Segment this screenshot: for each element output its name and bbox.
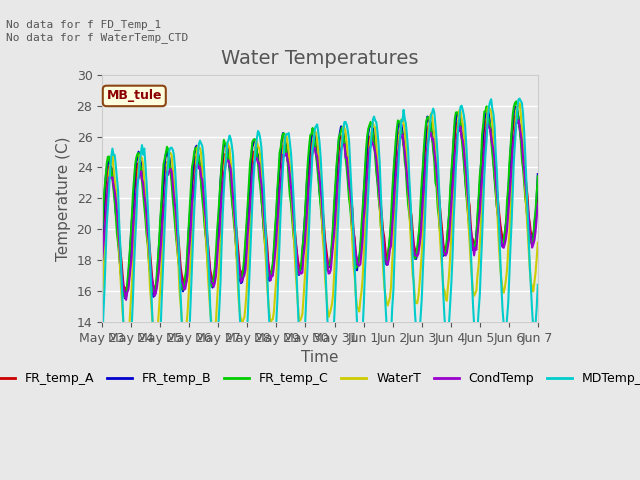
MDTemp_A — [410, 284, 418, 289]
WaterT — [475, 262, 483, 268]
FR_temp_B — [475, 198, 483, 204]
FR_temp_C — [533, 191, 541, 196]
CondTemp — [515, 118, 522, 123]
CondTemp — [99, 257, 106, 263]
Line: FR_temp_C: FR_temp_C — [102, 101, 538, 297]
FR_temp_C — [534, 173, 541, 179]
MDTemp_A — [99, 345, 106, 351]
FR_temp_A — [99, 243, 106, 249]
MDTemp_A — [533, 305, 541, 311]
X-axis label: Time: Time — [301, 350, 339, 365]
Y-axis label: Temperature (C): Temperature (C) — [56, 136, 71, 261]
FR_temp_A — [324, 256, 332, 262]
CondTemp — [113, 208, 121, 214]
Title: Water Temperatures: Water Temperatures — [221, 48, 419, 68]
CondTemp — [122, 297, 130, 303]
FR_temp_B — [533, 194, 541, 200]
FR_temp_C — [99, 228, 106, 234]
MDTemp_A — [475, 307, 483, 313]
Line: CondTemp: CondTemp — [102, 120, 538, 300]
CondTemp — [534, 201, 541, 207]
FR_temp_A — [533, 209, 541, 215]
WaterT — [410, 279, 418, 285]
WaterT — [122, 339, 130, 345]
Line: FR_temp_B: FR_temp_B — [102, 107, 538, 298]
WaterT — [324, 305, 332, 311]
FR_temp_B — [99, 235, 106, 241]
FR_temp_C — [475, 194, 483, 200]
CondTemp — [475, 219, 483, 225]
CondTemp — [128, 252, 136, 258]
MDTemp_A — [516, 96, 524, 101]
FR_temp_C — [122, 294, 130, 300]
CondTemp — [410, 247, 418, 252]
WaterT — [99, 296, 106, 301]
CondTemp — [533, 216, 541, 221]
FR_temp_C — [410, 250, 418, 256]
FR_temp_C — [324, 268, 332, 274]
FR_temp_C — [513, 98, 520, 104]
MDTemp_A — [128, 324, 136, 329]
FR_temp_B — [534, 171, 541, 177]
MDTemp_A — [324, 317, 332, 323]
FR_temp_B — [113, 218, 121, 224]
FR_temp_C — [128, 216, 136, 221]
WaterT — [533, 256, 541, 262]
FR_temp_B — [513, 104, 520, 109]
FR_temp_A — [475, 213, 483, 219]
FR_temp_B — [410, 251, 418, 257]
Legend: FR_temp_A, FR_temp_B, FR_temp_C, WaterT, CondTemp, MDTemp_A: FR_temp_A, FR_temp_B, FR_temp_C, WaterT,… — [0, 367, 640, 390]
WaterT — [516, 100, 524, 106]
Text: No data for f FD_Temp_1
No data for f WaterTemp_CTD: No data for f FD_Temp_1 No data for f Wa… — [6, 19, 189, 43]
CondTemp — [324, 260, 332, 266]
MDTemp_A — [534, 282, 541, 288]
FR_temp_A — [122, 291, 130, 297]
FR_temp_B — [121, 295, 129, 301]
FR_temp_A — [113, 213, 121, 219]
WaterT — [113, 202, 121, 208]
Line: MDTemp_A: MDTemp_A — [102, 98, 538, 381]
FR_temp_B — [324, 264, 332, 270]
FR_temp_B — [128, 219, 136, 225]
MDTemp_A — [113, 176, 121, 182]
Text: MB_tule: MB_tule — [106, 89, 162, 102]
FR_temp_A — [534, 188, 541, 193]
WaterT — [128, 283, 136, 288]
FR_temp_A — [128, 235, 136, 240]
WaterT — [534, 240, 541, 245]
FR_temp_A — [410, 242, 418, 248]
Line: WaterT: WaterT — [102, 103, 538, 342]
Line: FR_temp_A: FR_temp_A — [102, 113, 538, 294]
MDTemp_A — [125, 378, 132, 384]
FR_temp_C — [113, 231, 121, 237]
FR_temp_A — [513, 110, 520, 116]
